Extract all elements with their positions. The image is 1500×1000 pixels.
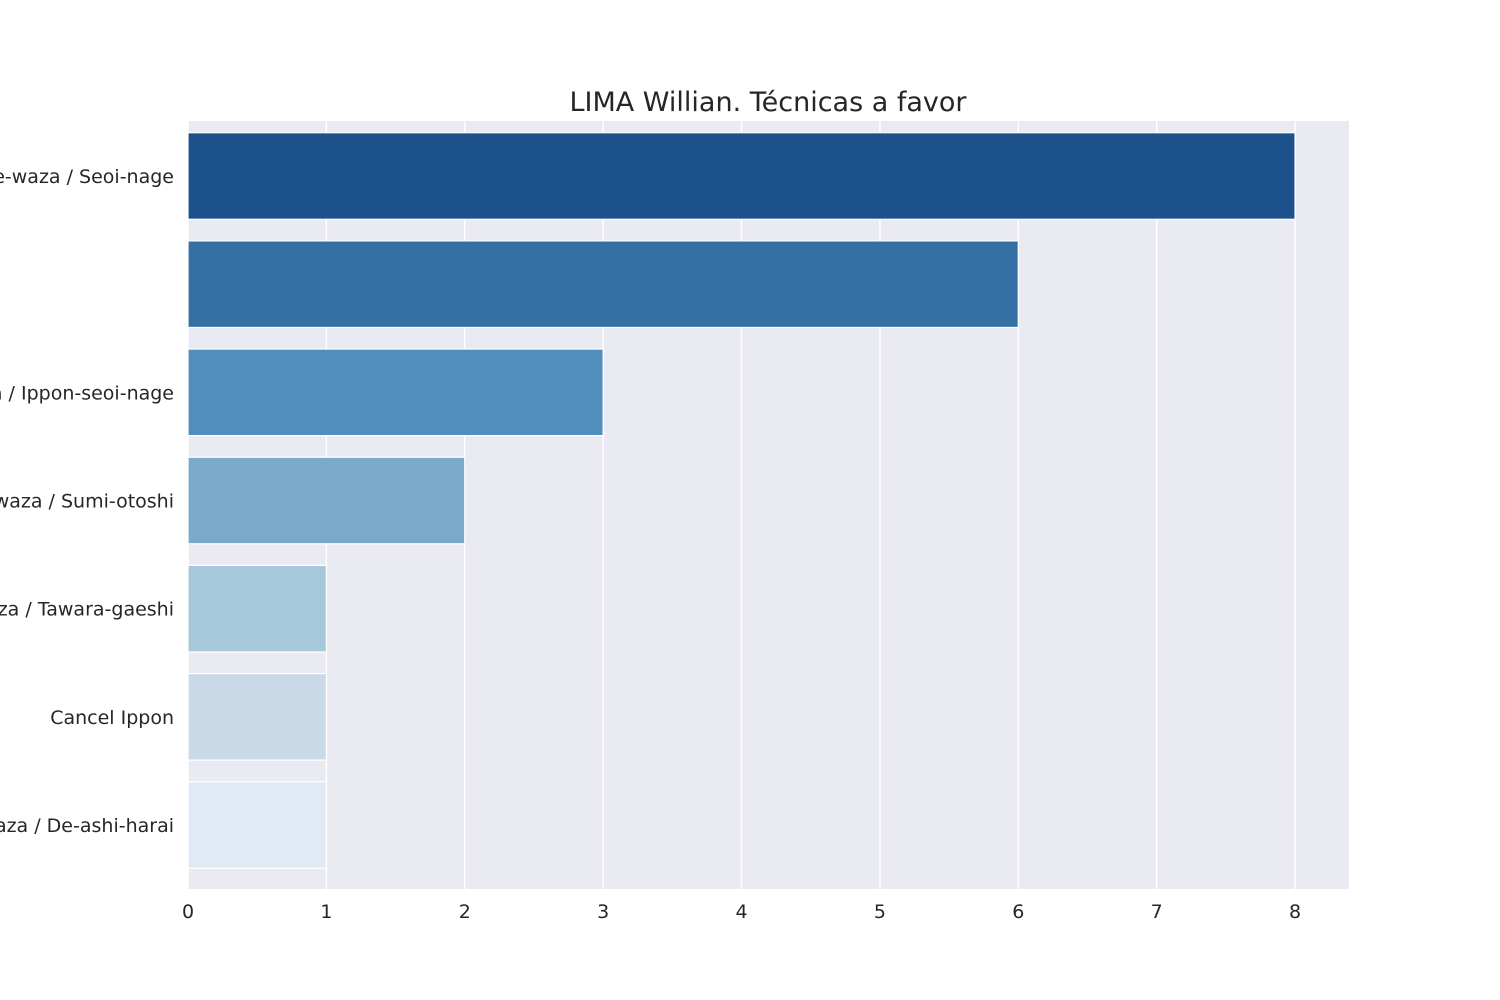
x-tick-label: 2 — [459, 901, 471, 923]
x-tick-label: 5 — [874, 901, 886, 923]
x-tick-label: 7 — [1151, 901, 1163, 923]
bars — [187, 132, 1296, 869]
x-tick-label: 3 — [597, 901, 609, 923]
bar — [187, 240, 1019, 329]
x-tick-label: 6 — [1012, 901, 1024, 923]
bar — [187, 456, 466, 545]
x-tick-label: 0 — [182, 901, 194, 923]
y-category-label: Cancel Ippon — [50, 707, 174, 729]
y-category-label: Te-waza / Seoi-nage — [0, 166, 174, 188]
bar — [187, 672, 327, 761]
bar — [187, 132, 1296, 220]
x-tick-label: 8 — [1289, 901, 1301, 923]
bar — [187, 781, 327, 869]
bar — [187, 348, 604, 437]
x-tick-label: 4 — [735, 901, 747, 923]
y-category-label: Ashi-waza / De-ashi-harai — [0, 815, 174, 837]
x-tick-label: 1 — [320, 901, 332, 923]
y-category-label: Sutemi-waza / Tawara-gaeshi — [0, 599, 174, 621]
bar — [187, 564, 327, 653]
chart-title: LIMA Willian. Técnicas a favor — [569, 87, 967, 118]
y-category-label: Te-waza / Sumi-otoshi — [0, 491, 174, 513]
x-axis-ticks: 0 1 2 3 4 5 6 7 8 — [182, 901, 1301, 923]
y-category-label: Te-waza / Ippon-seoi-nage — [0, 382, 174, 404]
y-axis-labels: Te-waza / Seoi-nage Te-waza / Ippon-seoi-… — [0, 166, 174, 837]
